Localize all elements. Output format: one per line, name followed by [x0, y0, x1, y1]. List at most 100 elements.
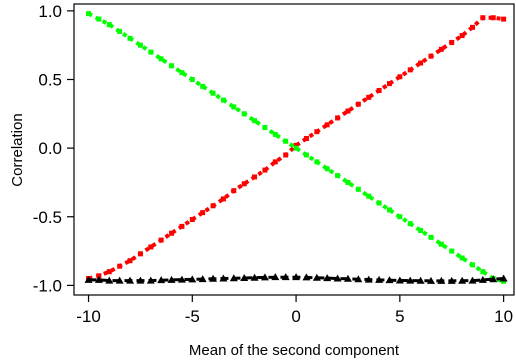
y-axis-label: Correlation — [9, 113, 26, 186]
data-point — [418, 227, 424, 233]
data-point — [354, 275, 363, 283]
data-point — [366, 193, 372, 199]
data-point — [94, 275, 103, 283]
data-point — [137, 251, 143, 257]
data-point — [312, 273, 321, 281]
series-3 — [84, 273, 508, 284]
data-point — [428, 53, 434, 59]
data-point — [115, 276, 124, 284]
y-tick-label: 1.0 — [38, 2, 62, 21]
data-point — [386, 207, 392, 213]
data-point — [106, 22, 112, 28]
data-point — [355, 101, 361, 107]
data-point — [345, 179, 351, 185]
data-point — [428, 234, 434, 240]
data-point — [146, 276, 155, 284]
data-point — [210, 90, 216, 96]
data-point — [250, 273, 259, 281]
data-point — [96, 16, 102, 22]
data-point — [426, 276, 435, 284]
data-point — [293, 142, 299, 148]
data-point — [117, 263, 123, 269]
data-point — [499, 274, 508, 282]
data-point — [271, 273, 280, 281]
data-point — [148, 49, 154, 55]
data-point — [231, 104, 237, 110]
data-point — [397, 214, 403, 220]
data-point — [449, 39, 455, 45]
series-1 — [86, 15, 507, 282]
data-point — [407, 67, 413, 73]
data-point — [323, 274, 332, 282]
data-point — [200, 210, 206, 216]
data-point — [219, 274, 228, 282]
data-point — [179, 70, 185, 76]
data-point — [385, 276, 394, 284]
data-point — [416, 276, 425, 284]
x-tick-label: 0 — [291, 307, 300, 326]
x-tick-label: 10 — [494, 307, 513, 326]
data-point — [376, 87, 382, 93]
data-point — [314, 159, 320, 165]
data-point — [501, 16, 507, 22]
data-point — [314, 129, 320, 135]
data-point — [375, 275, 384, 283]
data-point — [272, 131, 278, 137]
data-point — [437, 276, 446, 284]
series-layer — [84, 11, 508, 284]
data-point — [386, 81, 392, 87]
x-axis-label: Mean of the second component — [189, 342, 400, 359]
data-point — [333, 274, 342, 282]
data-point — [302, 273, 311, 281]
data-point — [137, 42, 143, 48]
data-point — [397, 74, 403, 80]
data-point — [252, 174, 258, 180]
data-point — [210, 203, 216, 209]
data-point — [480, 15, 486, 21]
data-point — [438, 241, 444, 247]
data-point — [490, 15, 496, 21]
data-point — [395, 276, 404, 284]
data-point — [447, 276, 456, 284]
data-point — [86, 11, 92, 17]
data-point — [458, 276, 467, 284]
data-point — [469, 24, 475, 30]
data-point — [188, 275, 197, 283]
data-point — [198, 275, 207, 283]
data-point — [468, 276, 477, 284]
data-point — [220, 97, 226, 103]
data-point — [364, 275, 373, 283]
data-point — [345, 108, 351, 114]
data-point — [209, 274, 218, 282]
data-point — [200, 83, 206, 89]
data-point — [179, 223, 185, 229]
data-point — [262, 167, 268, 173]
data-point — [148, 244, 154, 250]
data-point — [480, 269, 486, 275]
data-point — [283, 152, 289, 158]
data-point — [136, 276, 145, 284]
data-point — [438, 46, 444, 52]
data-point — [324, 166, 330, 172]
data-point — [281, 273, 290, 281]
y-tick-label: -0.5 — [33, 208, 62, 227]
data-point — [459, 255, 465, 261]
data-point — [343, 274, 352, 282]
data-point — [272, 159, 278, 165]
data-point — [283, 138, 289, 144]
y-axis: -1.0 -0.5 0.0 0.5 1.0 — [33, 2, 74, 295]
data-point — [220, 196, 226, 202]
data-point — [157, 276, 166, 284]
y-tick-label: 0.0 — [38, 139, 62, 158]
data-point — [240, 273, 249, 281]
data-point — [127, 35, 133, 41]
data-point — [376, 200, 382, 206]
data-point — [366, 94, 372, 100]
data-point — [231, 188, 237, 194]
data-point — [407, 221, 413, 227]
data-point — [406, 276, 415, 284]
data-point — [449, 248, 455, 254]
data-point — [335, 115, 341, 121]
data-point — [459, 33, 465, 39]
